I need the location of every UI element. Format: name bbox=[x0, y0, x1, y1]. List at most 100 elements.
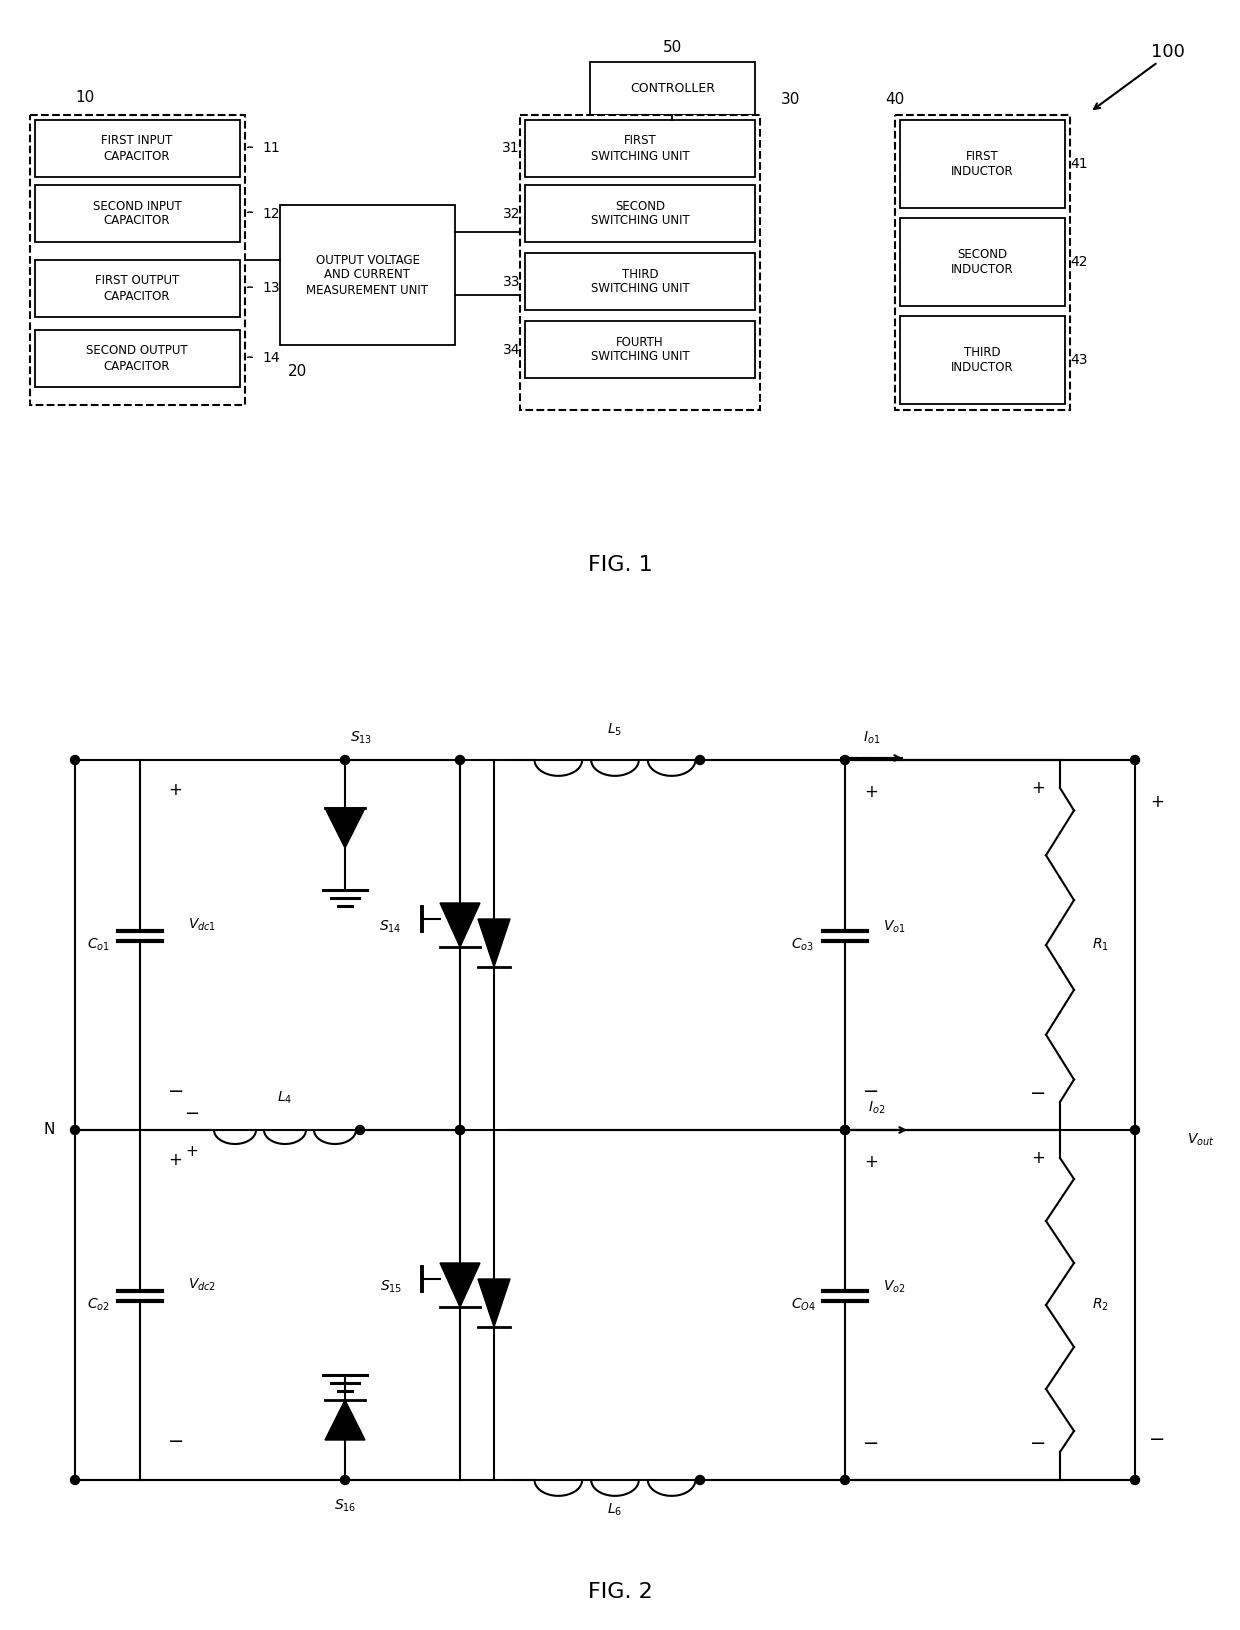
Circle shape bbox=[71, 1475, 79, 1485]
FancyBboxPatch shape bbox=[895, 116, 1070, 411]
Text: −: − bbox=[167, 1082, 185, 1102]
Text: +: + bbox=[864, 1152, 878, 1170]
Text: $C_{O4}$: $C_{O4}$ bbox=[791, 1297, 816, 1314]
Text: −: − bbox=[863, 1434, 879, 1454]
Text: −: − bbox=[1029, 1434, 1047, 1454]
Circle shape bbox=[356, 1125, 365, 1134]
Text: THIRD
SWITCHING UNIT: THIRD SWITCHING UNIT bbox=[590, 267, 689, 295]
FancyBboxPatch shape bbox=[525, 184, 755, 241]
FancyBboxPatch shape bbox=[900, 218, 1065, 306]
Text: $S_{14}$: $S_{14}$ bbox=[379, 919, 402, 936]
Circle shape bbox=[341, 755, 350, 764]
Circle shape bbox=[1131, 755, 1140, 764]
Circle shape bbox=[71, 1125, 79, 1134]
Text: $L_4$: $L_4$ bbox=[278, 1090, 293, 1107]
Text: 14: 14 bbox=[262, 352, 280, 365]
Text: $V_{o1}$: $V_{o1}$ bbox=[883, 919, 905, 936]
Polygon shape bbox=[325, 808, 365, 848]
Circle shape bbox=[1131, 1125, 1140, 1134]
FancyBboxPatch shape bbox=[590, 62, 755, 116]
Text: $I_{o1}$: $I_{o1}$ bbox=[863, 730, 880, 747]
Text: +: + bbox=[186, 1144, 198, 1159]
Text: $C_{o1}$: $C_{o1}$ bbox=[87, 937, 109, 954]
Circle shape bbox=[841, 755, 849, 764]
Text: 12: 12 bbox=[262, 207, 280, 220]
Text: +: + bbox=[864, 782, 878, 800]
Circle shape bbox=[841, 1475, 849, 1485]
Text: CONTROLLER: CONTROLLER bbox=[630, 82, 715, 95]
Text: FIRST
SWITCHING UNIT: FIRST SWITCHING UNIT bbox=[590, 135, 689, 163]
Circle shape bbox=[455, 1125, 465, 1134]
Text: +: + bbox=[1149, 794, 1164, 812]
FancyBboxPatch shape bbox=[900, 316, 1065, 404]
FancyBboxPatch shape bbox=[35, 329, 241, 386]
Text: $L_6$: $L_6$ bbox=[608, 1501, 622, 1518]
Text: $V_{o2}$: $V_{o2}$ bbox=[883, 1280, 905, 1296]
Polygon shape bbox=[325, 1400, 365, 1439]
Text: +: + bbox=[167, 781, 182, 799]
FancyBboxPatch shape bbox=[35, 121, 241, 178]
FancyBboxPatch shape bbox=[525, 321, 755, 378]
Text: $V_{dc2}$: $V_{dc2}$ bbox=[188, 1276, 216, 1293]
Text: $L_5$: $L_5$ bbox=[608, 722, 622, 738]
Text: $R_2$: $R_2$ bbox=[1092, 1297, 1109, 1314]
FancyBboxPatch shape bbox=[35, 184, 241, 241]
Text: 32: 32 bbox=[502, 207, 520, 220]
Text: SECOND
SWITCHING UNIT: SECOND SWITCHING UNIT bbox=[590, 199, 689, 228]
Text: $C_{o3}$: $C_{o3}$ bbox=[791, 937, 815, 954]
Text: 10: 10 bbox=[76, 90, 94, 104]
Polygon shape bbox=[477, 1280, 510, 1327]
Text: −: − bbox=[185, 1105, 200, 1123]
Text: $S_{16}$: $S_{16}$ bbox=[334, 1498, 356, 1514]
Text: 43: 43 bbox=[1070, 354, 1087, 367]
Circle shape bbox=[841, 1125, 849, 1134]
Text: 13: 13 bbox=[262, 282, 280, 295]
Text: 42: 42 bbox=[1070, 254, 1087, 269]
FancyBboxPatch shape bbox=[525, 253, 755, 310]
Text: $I_{o2}$: $I_{o2}$ bbox=[868, 1100, 885, 1117]
Text: $R_1$: $R_1$ bbox=[1092, 937, 1109, 954]
Text: 100: 100 bbox=[1151, 42, 1185, 60]
Text: FIRST OUTPUT
CAPACITOR: FIRST OUTPUT CAPACITOR bbox=[95, 274, 179, 303]
Text: 34: 34 bbox=[502, 342, 520, 357]
Text: OUTPUT VOLTAGE
AND CURRENT
MEASUREMENT UNIT: OUTPUT VOLTAGE AND CURRENT MEASUREMENT U… bbox=[306, 254, 429, 297]
Circle shape bbox=[841, 1125, 849, 1134]
Text: 20: 20 bbox=[288, 365, 308, 380]
Text: +: + bbox=[167, 1151, 182, 1169]
Circle shape bbox=[455, 755, 465, 764]
Text: 41: 41 bbox=[1070, 156, 1087, 171]
Text: 31: 31 bbox=[502, 142, 520, 155]
Text: $S_{13}$: $S_{13}$ bbox=[350, 730, 372, 747]
Text: 50: 50 bbox=[663, 41, 682, 55]
Text: −: − bbox=[1029, 1084, 1047, 1104]
FancyBboxPatch shape bbox=[280, 205, 455, 346]
Circle shape bbox=[455, 1125, 465, 1134]
Polygon shape bbox=[477, 919, 510, 967]
Text: 40: 40 bbox=[885, 93, 905, 108]
FancyBboxPatch shape bbox=[525, 121, 755, 178]
FancyBboxPatch shape bbox=[900, 121, 1065, 209]
Text: 30: 30 bbox=[780, 93, 800, 108]
Text: SECOND OUTPUT
CAPACITOR: SECOND OUTPUT CAPACITOR bbox=[87, 344, 187, 373]
FancyBboxPatch shape bbox=[35, 261, 241, 316]
Polygon shape bbox=[440, 1263, 480, 1307]
Text: FIG. 1: FIG. 1 bbox=[588, 554, 652, 575]
Text: $S_{15}$: $S_{15}$ bbox=[379, 1280, 402, 1296]
FancyBboxPatch shape bbox=[30, 116, 246, 404]
Text: FIRST
INDUCTOR: FIRST INDUCTOR bbox=[951, 150, 1014, 178]
Polygon shape bbox=[440, 903, 480, 947]
Text: $V_{dc1}$: $V_{dc1}$ bbox=[188, 916, 216, 934]
Text: SECOND
INDUCTOR: SECOND INDUCTOR bbox=[951, 248, 1014, 275]
Circle shape bbox=[696, 1475, 704, 1485]
Circle shape bbox=[696, 755, 704, 764]
Text: SECOND INPUT
CAPACITOR: SECOND INPUT CAPACITOR bbox=[93, 199, 181, 228]
Text: $V_{out}$: $V_{out}$ bbox=[1187, 1131, 1215, 1148]
Circle shape bbox=[1131, 1475, 1140, 1485]
Text: FOURTH
SWITCHING UNIT: FOURTH SWITCHING UNIT bbox=[590, 336, 689, 363]
Text: N: N bbox=[43, 1123, 55, 1138]
Text: 11: 11 bbox=[262, 142, 280, 155]
Text: $C_{o2}$: $C_{o2}$ bbox=[87, 1297, 109, 1314]
Text: FIRST INPUT
CAPACITOR: FIRST INPUT CAPACITOR bbox=[102, 135, 172, 163]
Text: +: + bbox=[1032, 1149, 1045, 1167]
Text: THIRD
INDUCTOR: THIRD INDUCTOR bbox=[951, 346, 1014, 373]
